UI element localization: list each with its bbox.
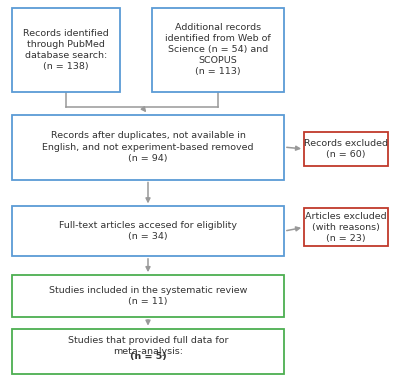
Text: Additional records
identified from Web of
Science (n = 54) and
SCOPUS
(n = 113): Additional records identified from Web o… <box>165 23 271 76</box>
Text: Records identified
through PubMed
database search:
(n = 138): Records identified through PubMed databa… <box>23 29 109 71</box>
FancyBboxPatch shape <box>12 8 120 92</box>
Text: (n = 5): (n = 5) <box>130 353 166 361</box>
Text: Articles excluded
(with reasons)
(n = 23): Articles excluded (with reasons) (n = 23… <box>305 212 387 243</box>
FancyBboxPatch shape <box>12 275 284 317</box>
FancyBboxPatch shape <box>304 208 388 246</box>
Text: Studies that provided full data for
meta-analysis:: Studies that provided full data for meta… <box>68 336 228 356</box>
FancyBboxPatch shape <box>12 206 284 256</box>
FancyBboxPatch shape <box>12 329 284 374</box>
Text: Records excluded
(n = 60): Records excluded (n = 60) <box>304 139 388 159</box>
Text: Studies included in the systematic review
(n = 11): Studies included in the systematic revie… <box>49 286 247 306</box>
FancyBboxPatch shape <box>304 132 388 166</box>
FancyBboxPatch shape <box>152 8 284 92</box>
Text: Records after duplicates, not available in
English, and not experiment-based rem: Records after duplicates, not available … <box>42 131 254 163</box>
Text: Full-text articles accesed for eligiblity
(n = 34): Full-text articles accesed for eligiblit… <box>59 221 237 241</box>
FancyBboxPatch shape <box>12 115 284 180</box>
